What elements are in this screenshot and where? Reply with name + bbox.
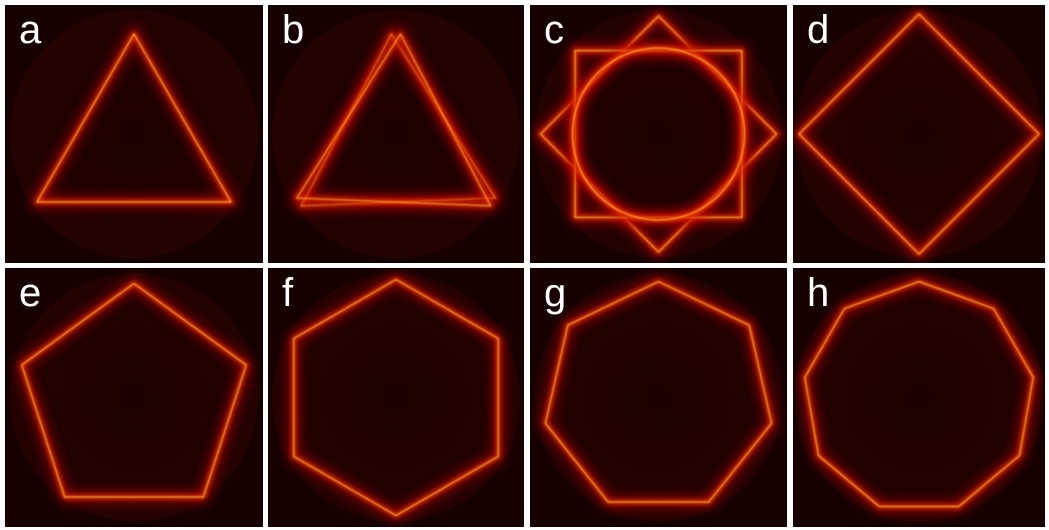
panel-label: b [282, 8, 304, 52]
panel-label: a [19, 8, 42, 52]
panel: a [5, 5, 263, 263]
panel: h [793, 268, 1045, 527]
page: abcdefgh (() => { const data = JSON.pars… [0, 0, 1049, 530]
panel-content [272, 10, 520, 258]
figure: a b c d e f g h [0, 0, 1049, 530]
panel: d [793, 5, 1045, 263]
disc [10, 274, 258, 522]
panel: g [530, 268, 787, 527]
panel-label: h [807, 271, 829, 315]
panel-content [795, 10, 1043, 258]
panel-content [535, 10, 783, 258]
panel-label: d [807, 8, 829, 52]
disc [10, 10, 258, 258]
panel: b [268, 5, 524, 263]
panel-content [795, 274, 1043, 522]
panel: f [268, 268, 524, 527]
disc [535, 274, 783, 522]
panel-content [10, 10, 258, 258]
panel-content [272, 274, 520, 522]
panel-label: g [544, 271, 566, 315]
panel-content [10, 274, 258, 522]
panel-label: e [19, 271, 41, 315]
disc [272, 274, 520, 522]
disc [795, 10, 1043, 258]
disc [795, 274, 1043, 522]
panel-label: f [282, 271, 294, 315]
panel-content [535, 274, 783, 522]
panel-label: c [544, 8, 564, 52]
panel: c [530, 5, 787, 263]
panel: e [5, 268, 263, 527]
